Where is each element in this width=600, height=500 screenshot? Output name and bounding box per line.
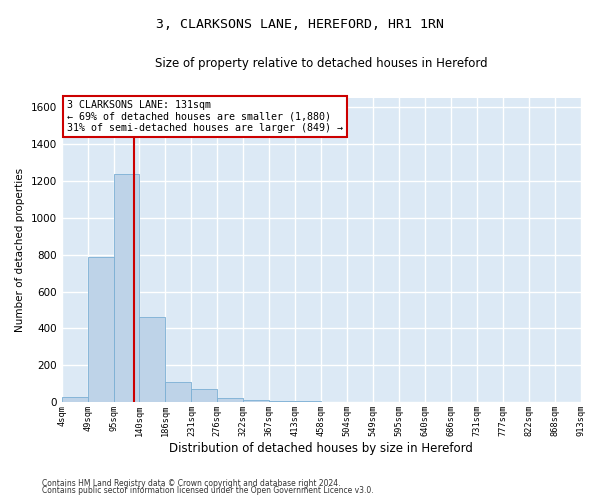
Text: Contains HM Land Registry data © Crown copyright and database right 2024.: Contains HM Land Registry data © Crown c… — [42, 478, 341, 488]
X-axis label: Distribution of detached houses by size in Hereford: Distribution of detached houses by size … — [169, 442, 473, 455]
Text: 3 CLARKSONS LANE: 131sqm
← 69% of detached houses are smaller (1,880)
31% of sem: 3 CLARKSONS LANE: 131sqm ← 69% of detach… — [67, 100, 343, 133]
Y-axis label: Number of detached properties: Number of detached properties — [15, 168, 25, 332]
Bar — [243, 400, 269, 402]
Bar — [269, 401, 295, 402]
Bar — [88, 256, 113, 402]
Bar — [139, 318, 166, 402]
Bar — [295, 401, 321, 402]
Bar — [62, 396, 88, 402]
Bar — [166, 382, 191, 402]
Text: Contains public sector information licensed under the Open Government Licence v3: Contains public sector information licen… — [42, 486, 374, 495]
Title: Size of property relative to detached houses in Hereford: Size of property relative to detached ho… — [155, 58, 487, 70]
Bar — [217, 398, 243, 402]
Text: 3, CLARKSONS LANE, HEREFORD, HR1 1RN: 3, CLARKSONS LANE, HEREFORD, HR1 1RN — [156, 18, 444, 30]
Bar — [191, 390, 217, 402]
Bar — [113, 174, 139, 402]
